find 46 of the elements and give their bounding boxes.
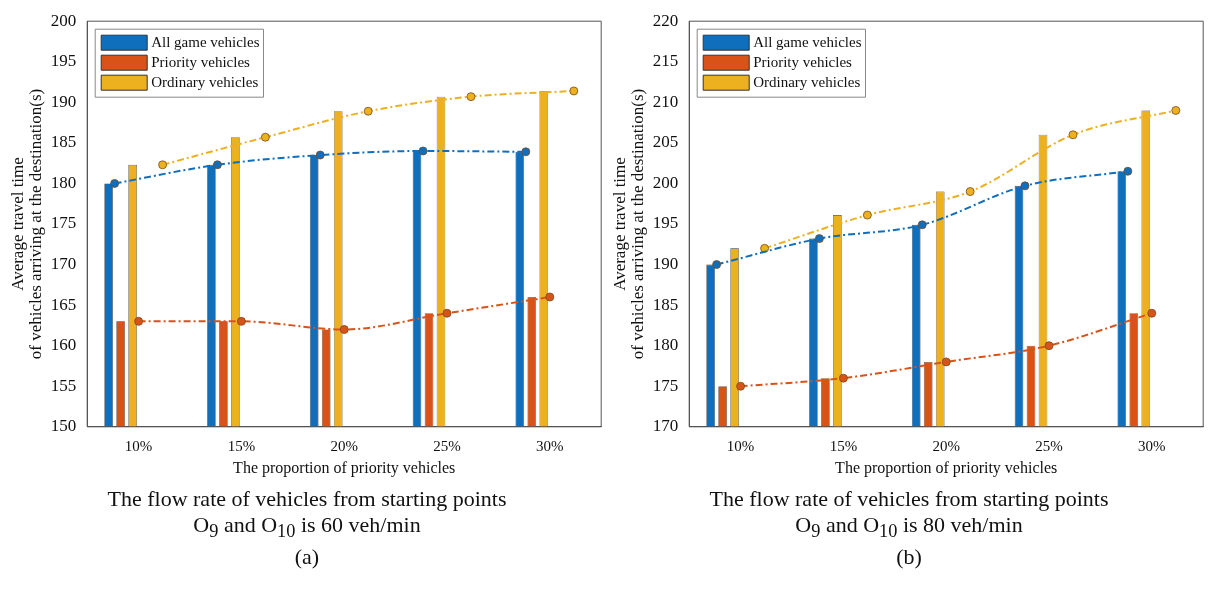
y-tick-label: 170 [50, 254, 77, 274]
x-tick-label: 15% [829, 437, 858, 454]
x-tick-label: 10% [124, 437, 153, 454]
y-tick-label: 175 [50, 213, 77, 233]
x-tick-label: 15% [227, 437, 256, 454]
x-tick-label: 30% [1138, 437, 1166, 454]
y-tick-label: 215 [652, 51, 679, 71]
x-tick-label: 30% [536, 437, 564, 454]
y-tick-label: 155 [50, 375, 77, 395]
y-tick-label: 195 [50, 51, 77, 71]
x-tick-label: 20% [330, 437, 358, 454]
y-tick-label: 150 [50, 416, 77, 436]
legend-label: Ordinary vehicles [151, 74, 259, 91]
y-axis-title: Average travel time of vehicles arriving at the destination(s) [610, 88, 648, 360]
y-tick-label: 160 [50, 335, 77, 355]
y-tick-label: 175 [652, 375, 679, 395]
legend-label: Priority vehicles [753, 54, 853, 71]
x-axis-title: The proportion of priority vehicles [233, 458, 456, 477]
y-tick-label: 190 [652, 254, 679, 274]
y-tick-label: 220 [652, 10, 679, 30]
y-tick-label: 180 [50, 172, 77, 192]
text: (b) [895, 543, 923, 571]
y-tick-label: 195 [652, 213, 679, 233]
y-tick-label: 210 [652, 91, 679, 111]
y-tick-label: 205 [652, 132, 679, 152]
y-tick-label: 170 [652, 416, 679, 436]
x-axis-title: The proportion of priority vehicles [835, 458, 1058, 477]
x-tick-label: 20% [932, 437, 960, 454]
legend-label: All game vehicles [151, 34, 260, 51]
y-tick-label: 200 [50, 10, 77, 30]
legend-label: Ordinary vehicles [753, 74, 861, 91]
legend-label: All game vehicles [753, 34, 862, 51]
text: (a) [293, 543, 321, 571]
x-tick-label: 25% [433, 437, 461, 454]
y-tick-label: 200 [652, 172, 679, 192]
y-tick-label: 185 [652, 294, 679, 314]
legend-label: Priority vehicles [151, 54, 251, 71]
x-tick-label: 25% [1035, 437, 1063, 454]
y-tick-label: 165 [50, 294, 77, 314]
text: The flow rate of vehicles from starting points O$_{9}$ and O$_{10}$ is 60 veh/min [107, 486, 507, 544]
y-tick-label: 185 [50, 132, 77, 152]
y-tick-label: 180 [652, 335, 679, 355]
y-tick-label: 190 [50, 91, 77, 111]
x-tick-label: 10% [726, 437, 755, 454]
text: The flow rate of vehicles from starting points O$_{9}$ and O$_{10}$ is 80 veh/min [709, 486, 1109, 544]
y-axis-title: Average travel time of vehicles arriving at the destination(s) [8, 88, 46, 360]
